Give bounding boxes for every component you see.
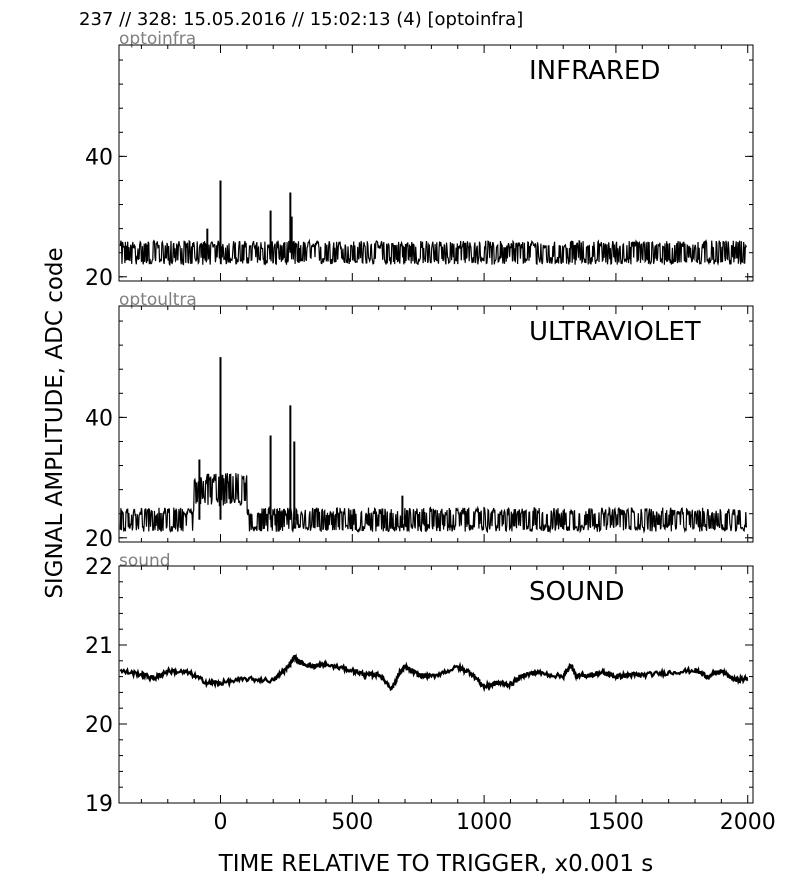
figure-header: 237 // 328: 15.05.2016 // 15:02:13 (4) [… bbox=[79, 9, 523, 30]
y-tick-label: 20 bbox=[85, 266, 113, 291]
panel-source-label: optoinfra bbox=[119, 29, 196, 49]
plot-area bbox=[119, 653, 749, 693]
x-tick-label: 2000 bbox=[720, 810, 776, 835]
plot-area bbox=[119, 357, 747, 534]
x-tick-label: 500 bbox=[331, 810, 373, 835]
series-line bbox=[119, 473, 747, 534]
x-tick-label: 0 bbox=[213, 810, 227, 835]
y-tick-label: 22 bbox=[85, 555, 113, 580]
panel-title: INFRARED bbox=[529, 56, 660, 86]
panel-source-label: optoultra bbox=[119, 290, 197, 310]
x-tick-label: 1500 bbox=[588, 810, 644, 835]
series-line bbox=[119, 238, 747, 267]
panel-source-label: sound bbox=[119, 551, 171, 571]
panel-sound: sound SOUND 19 20 21 22 0 500 1000 1500 2000 bbox=[85, 551, 776, 835]
y-ticks: 19 20 21 22 bbox=[85, 555, 753, 817]
x-tick-label: 1000 bbox=[456, 810, 512, 835]
y-tick-label: 20 bbox=[85, 713, 113, 738]
x-axis-label: TIME RELATIVE TO TRIGGER, x0.001 s bbox=[218, 851, 654, 877]
x-ticks bbox=[140, 45, 749, 281]
plot-frame bbox=[118, 565, 754, 804]
x-ticks bbox=[140, 306, 749, 542]
plot-frame bbox=[118, 44, 754, 282]
y-tick-label: 20 bbox=[85, 527, 113, 552]
x-ticks: 0 500 1000 1500 2000 bbox=[140, 566, 776, 835]
y-tick-label: 19 bbox=[85, 792, 113, 817]
series-line bbox=[119, 653, 749, 693]
y-axis-label: SIGNAL AMPLITUDE, ADC code bbox=[42, 247, 68, 598]
panel-title: SOUND bbox=[529, 577, 624, 607]
panel-title: ULTRAVIOLET bbox=[529, 317, 701, 347]
y-tick-label: 40 bbox=[85, 406, 113, 431]
plot-area bbox=[119, 180, 747, 267]
y-tick-label: 21 bbox=[85, 634, 113, 659]
y-tick-label: 40 bbox=[85, 145, 113, 170]
plot-frame bbox=[118, 305, 754, 543]
